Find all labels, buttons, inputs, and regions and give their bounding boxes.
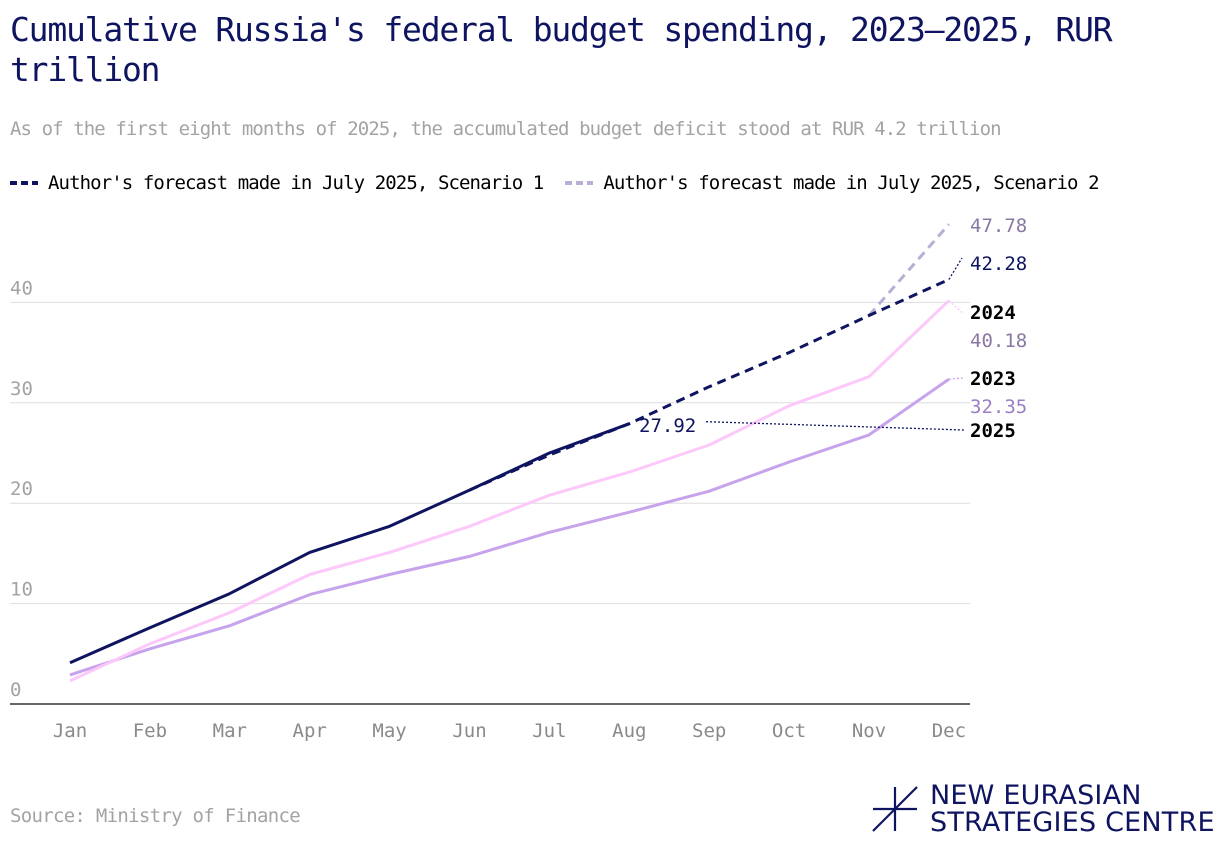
series-label-2024: 2024	[970, 302, 1016, 324]
x-tick-label-apr: Apr	[293, 720, 327, 742]
logo-line-2: STRATEGIES CENTRE	[930, 807, 1215, 838]
annotation-leader-2025	[705, 421, 965, 431]
legend-label-scenario-1: Author's forecast made in July 2025, Sce…	[48, 172, 544, 194]
source-note: Source: Ministry of Finance	[10, 805, 301, 827]
logo-line-1: NEW EURASIAN	[930, 780, 1142, 811]
legend-item-scenario-2: Author's forecast made in July 2025, Sce…	[565, 172, 1100, 194]
data-label-2024-dec: 40.18	[970, 330, 1027, 352]
series-label-2023: 2023	[970, 368, 1016, 390]
x-tick-label-nov: Nov	[852, 720, 886, 742]
data-label-2023-dec: 32.35	[970, 396, 1027, 418]
series-label-2025: 2025	[970, 420, 1016, 442]
chart-subtitle: As of the first eight months of 2025, th…	[10, 118, 1002, 140]
legend-item-scenario-1: Author's forecast made in July 2025, Sce…	[10, 172, 544, 194]
logo-wordmark: NEW EURASIAN STRATEGIES CENTRE	[930, 782, 1215, 836]
x-tick-label-may: May	[372, 720, 406, 742]
annotation-leader-2023	[948, 377, 965, 380]
y-tick-label-0: 0	[10, 679, 21, 701]
data-label-scenario-1-dec: 42.28	[970, 253, 1027, 275]
x-tick-label-dec: Dec	[932, 720, 966, 742]
x-tick-label-sep: Sep	[692, 720, 726, 742]
x-tick-label-jun: Jun	[452, 720, 486, 742]
series-2024-line	[69, 299, 950, 683]
data-label-scenario-2-dec: 47.78	[970, 215, 1027, 237]
series-forecast-scenario-2-line	[867, 223, 951, 317]
x-tick-label-jan: Jan	[53, 720, 87, 742]
series-forecast-scenario-1-line	[468, 278, 950, 492]
annotation-leader-2024	[948, 300, 965, 315]
series-2025-line	[69, 422, 630, 665]
y-tick-label-10: 10	[10, 579, 33, 601]
legend-swatch-scenario-2	[565, 181, 594, 185]
logo-mark-icon	[872, 786, 918, 832]
x-tick-label-jul: Jul	[532, 720, 566, 742]
legend-label-scenario-2: Author's forecast made in July 2025, Sce…	[603, 172, 1099, 194]
chart-title: Cumulative Russia's federal budget spend…	[10, 10, 1113, 89]
y-tick-label-40: 40	[10, 277, 33, 299]
logo: NEW EURASIAN STRATEGIES CENTRE	[870, 782, 1215, 836]
data-label-2025-aug: 27.92	[639, 415, 696, 437]
series-2023-line	[69, 377, 950, 677]
y-tick-label-30: 30	[10, 378, 33, 400]
x-tick-label-aug: Aug	[612, 720, 646, 742]
y-tick-label-20: 20	[10, 478, 33, 500]
x-tick-label-mar: Mar	[213, 720, 247, 742]
legend: Author's forecast made in July 2025, Sce…	[10, 172, 1121, 194]
legend-swatch-scenario-1	[10, 181, 38, 185]
annotation-leader-scenario-1	[948, 257, 963, 280]
x-tick-label-oct: Oct	[772, 720, 806, 742]
x-tick-label-feb: Feb	[133, 720, 167, 742]
